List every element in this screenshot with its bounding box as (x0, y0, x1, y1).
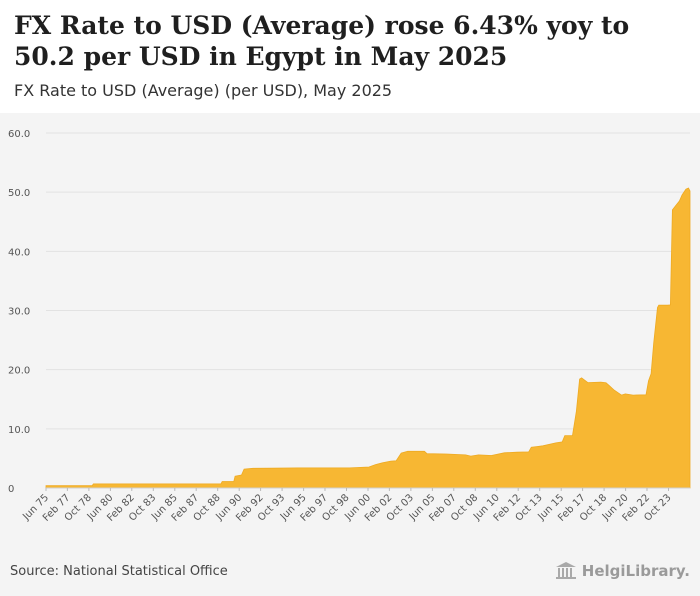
helgi-library-logo: HelgiLibrary. (555, 562, 690, 580)
y-tick-label: 60.0 (8, 129, 30, 140)
y-tick-label: 30.0 (8, 307, 30, 318)
y-tick-label: 40.0 (8, 247, 30, 258)
y-tick-label: 20.0 (8, 366, 30, 377)
y-tick-label: 10.0 (8, 425, 30, 436)
chart-area: 0 10.0 20.0 30.0 40.0 50.0 60.0 Jun 75 Feb 77 Oct… (0, 113, 700, 556)
area-series-fx-rate (45, 187, 691, 489)
source-note: Source: National Statistical Office (10, 564, 228, 579)
logo-text: HelgiLibrary. (581, 562, 690, 580)
library-building-icon (555, 562, 576, 579)
chart-subtitle: FX Rate to USD (Average) (per USD), May … (14, 81, 393, 100)
footer: Source: National Statistical Office Helg… (0, 556, 700, 596)
y-tick-label: 50.0 (8, 188, 30, 199)
y-tick-label: 0 (8, 484, 14, 495)
chart-title: FX Rate to USD (Average) rose 6.43% yoy … (14, 11, 630, 71)
